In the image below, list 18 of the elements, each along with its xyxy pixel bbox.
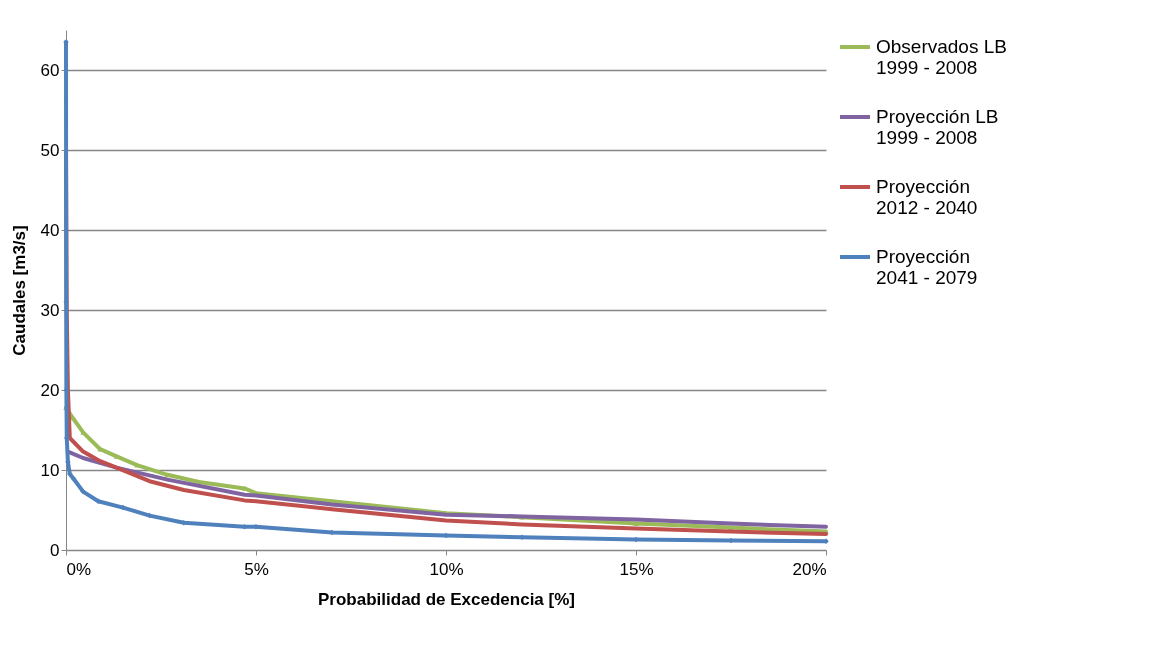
legend-label: Proyección 2012 - 2040 — [876, 176, 978, 218]
legend-label: Proyección 2041 - 2079 — [876, 246, 978, 288]
x-axis-title: Probabilidad de Excedencia [%] — [318, 589, 575, 609]
legend-label: Proyección LB 1999 - 2008 — [876, 106, 999, 148]
y-tick-label: 20 — [40, 380, 60, 400]
x-tick-label: 15% — [619, 559, 654, 579]
x-tick-label: 0% — [66, 559, 92, 579]
y-tick-label: 0 — [50, 540, 60, 560]
y-tick-label: 50 — [40, 140, 60, 160]
x-tick-label: 20% — [792, 559, 827, 579]
x-tick-label: 10% — [429, 559, 464, 579]
y-tick-label: 30 — [40, 300, 60, 320]
legend-label: Observados LB 1999 - 2008 — [876, 36, 1007, 78]
y-tick-label: 10 — [40, 460, 60, 480]
y-tick-label: 40 — [40, 220, 60, 240]
x-tick-label: 5% — [244, 559, 269, 579]
y-axis-title: Caudales [m3/s] — [9, 225, 29, 356]
y-tick-label: 60 — [40, 60, 60, 80]
